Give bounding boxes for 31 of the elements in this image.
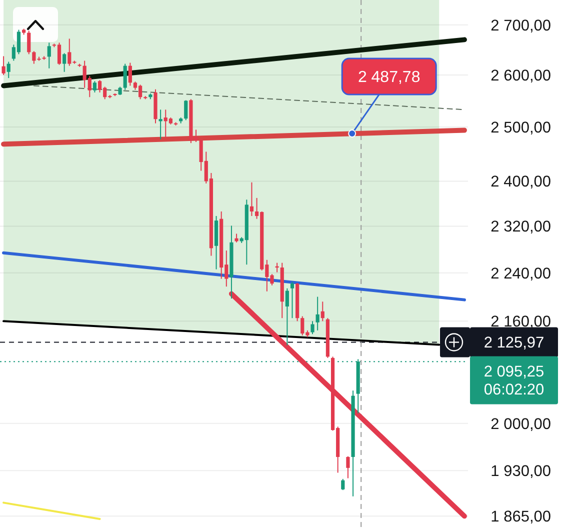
y-tick-label: 2 000,00 <box>490 416 552 433</box>
y-tick-label: 2 160,00 <box>490 314 552 331</box>
candlestick <box>320 301 324 322</box>
candlestick <box>346 456 350 479</box>
candlestick <box>62 52 66 72</box>
candlestick <box>123 63 127 90</box>
y-tick-label: 2 500,00 <box>490 119 552 136</box>
candlestick <box>27 30 31 55</box>
y-tick-label: 2 240,00 <box>490 265 552 282</box>
candlestick <box>290 281 294 319</box>
candlestick <box>47 42 51 69</box>
candlestick <box>158 109 162 140</box>
annotation: 2 487,78 <box>358 69 420 86</box>
candlestick <box>92 80 97 93</box>
candlestick <box>184 100 188 121</box>
y-tick-label: 2 600,00 <box>490 67 552 84</box>
candlestick <box>6 61 10 79</box>
candlestick <box>316 296 320 331</box>
candlestick <box>2 56 6 76</box>
y-tick-label: 1 930,00 <box>490 463 552 480</box>
candlestick <box>341 478 345 491</box>
candlestick <box>250 182 254 217</box>
ref-line-label: 2 095,25 06:02:20 <box>484 364 545 399</box>
candlestick <box>310 320 314 335</box>
y-tick-label: 1 865,00 <box>490 508 552 526</box>
candlestick <box>285 288 289 346</box>
candlestick <box>128 62 132 86</box>
y-tick-label: 2 320,00 <box>490 218 552 236</box>
y-tick-label: 2 400,00 <box>490 174 552 191</box>
ref-line-label: 2 125,97 <box>484 334 544 352</box>
y-tick-label: 2 700,00 <box>490 17 552 34</box>
